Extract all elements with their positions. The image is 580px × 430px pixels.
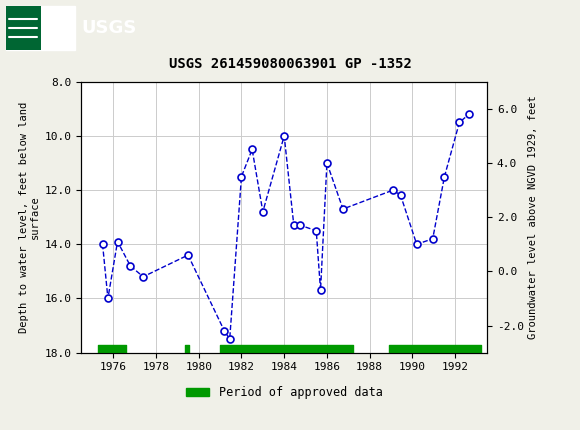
Bar: [6, 6, 75, 50]
Text: USGS: USGS: [81, 19, 136, 37]
Y-axis label: Depth to water level, feet below land
surface: Depth to water level, feet below land su…: [19, 101, 41, 333]
Legend: Period of approved data: Period of approved data: [181, 381, 387, 404]
Y-axis label: Groundwater level above NGVD 1929, feet: Groundwater level above NGVD 1929, feet: [528, 95, 538, 339]
Bar: [6, 6, 41, 50]
Text: USGS 261459080063901 GP -1352: USGS 261459080063901 GP -1352: [169, 57, 411, 71]
